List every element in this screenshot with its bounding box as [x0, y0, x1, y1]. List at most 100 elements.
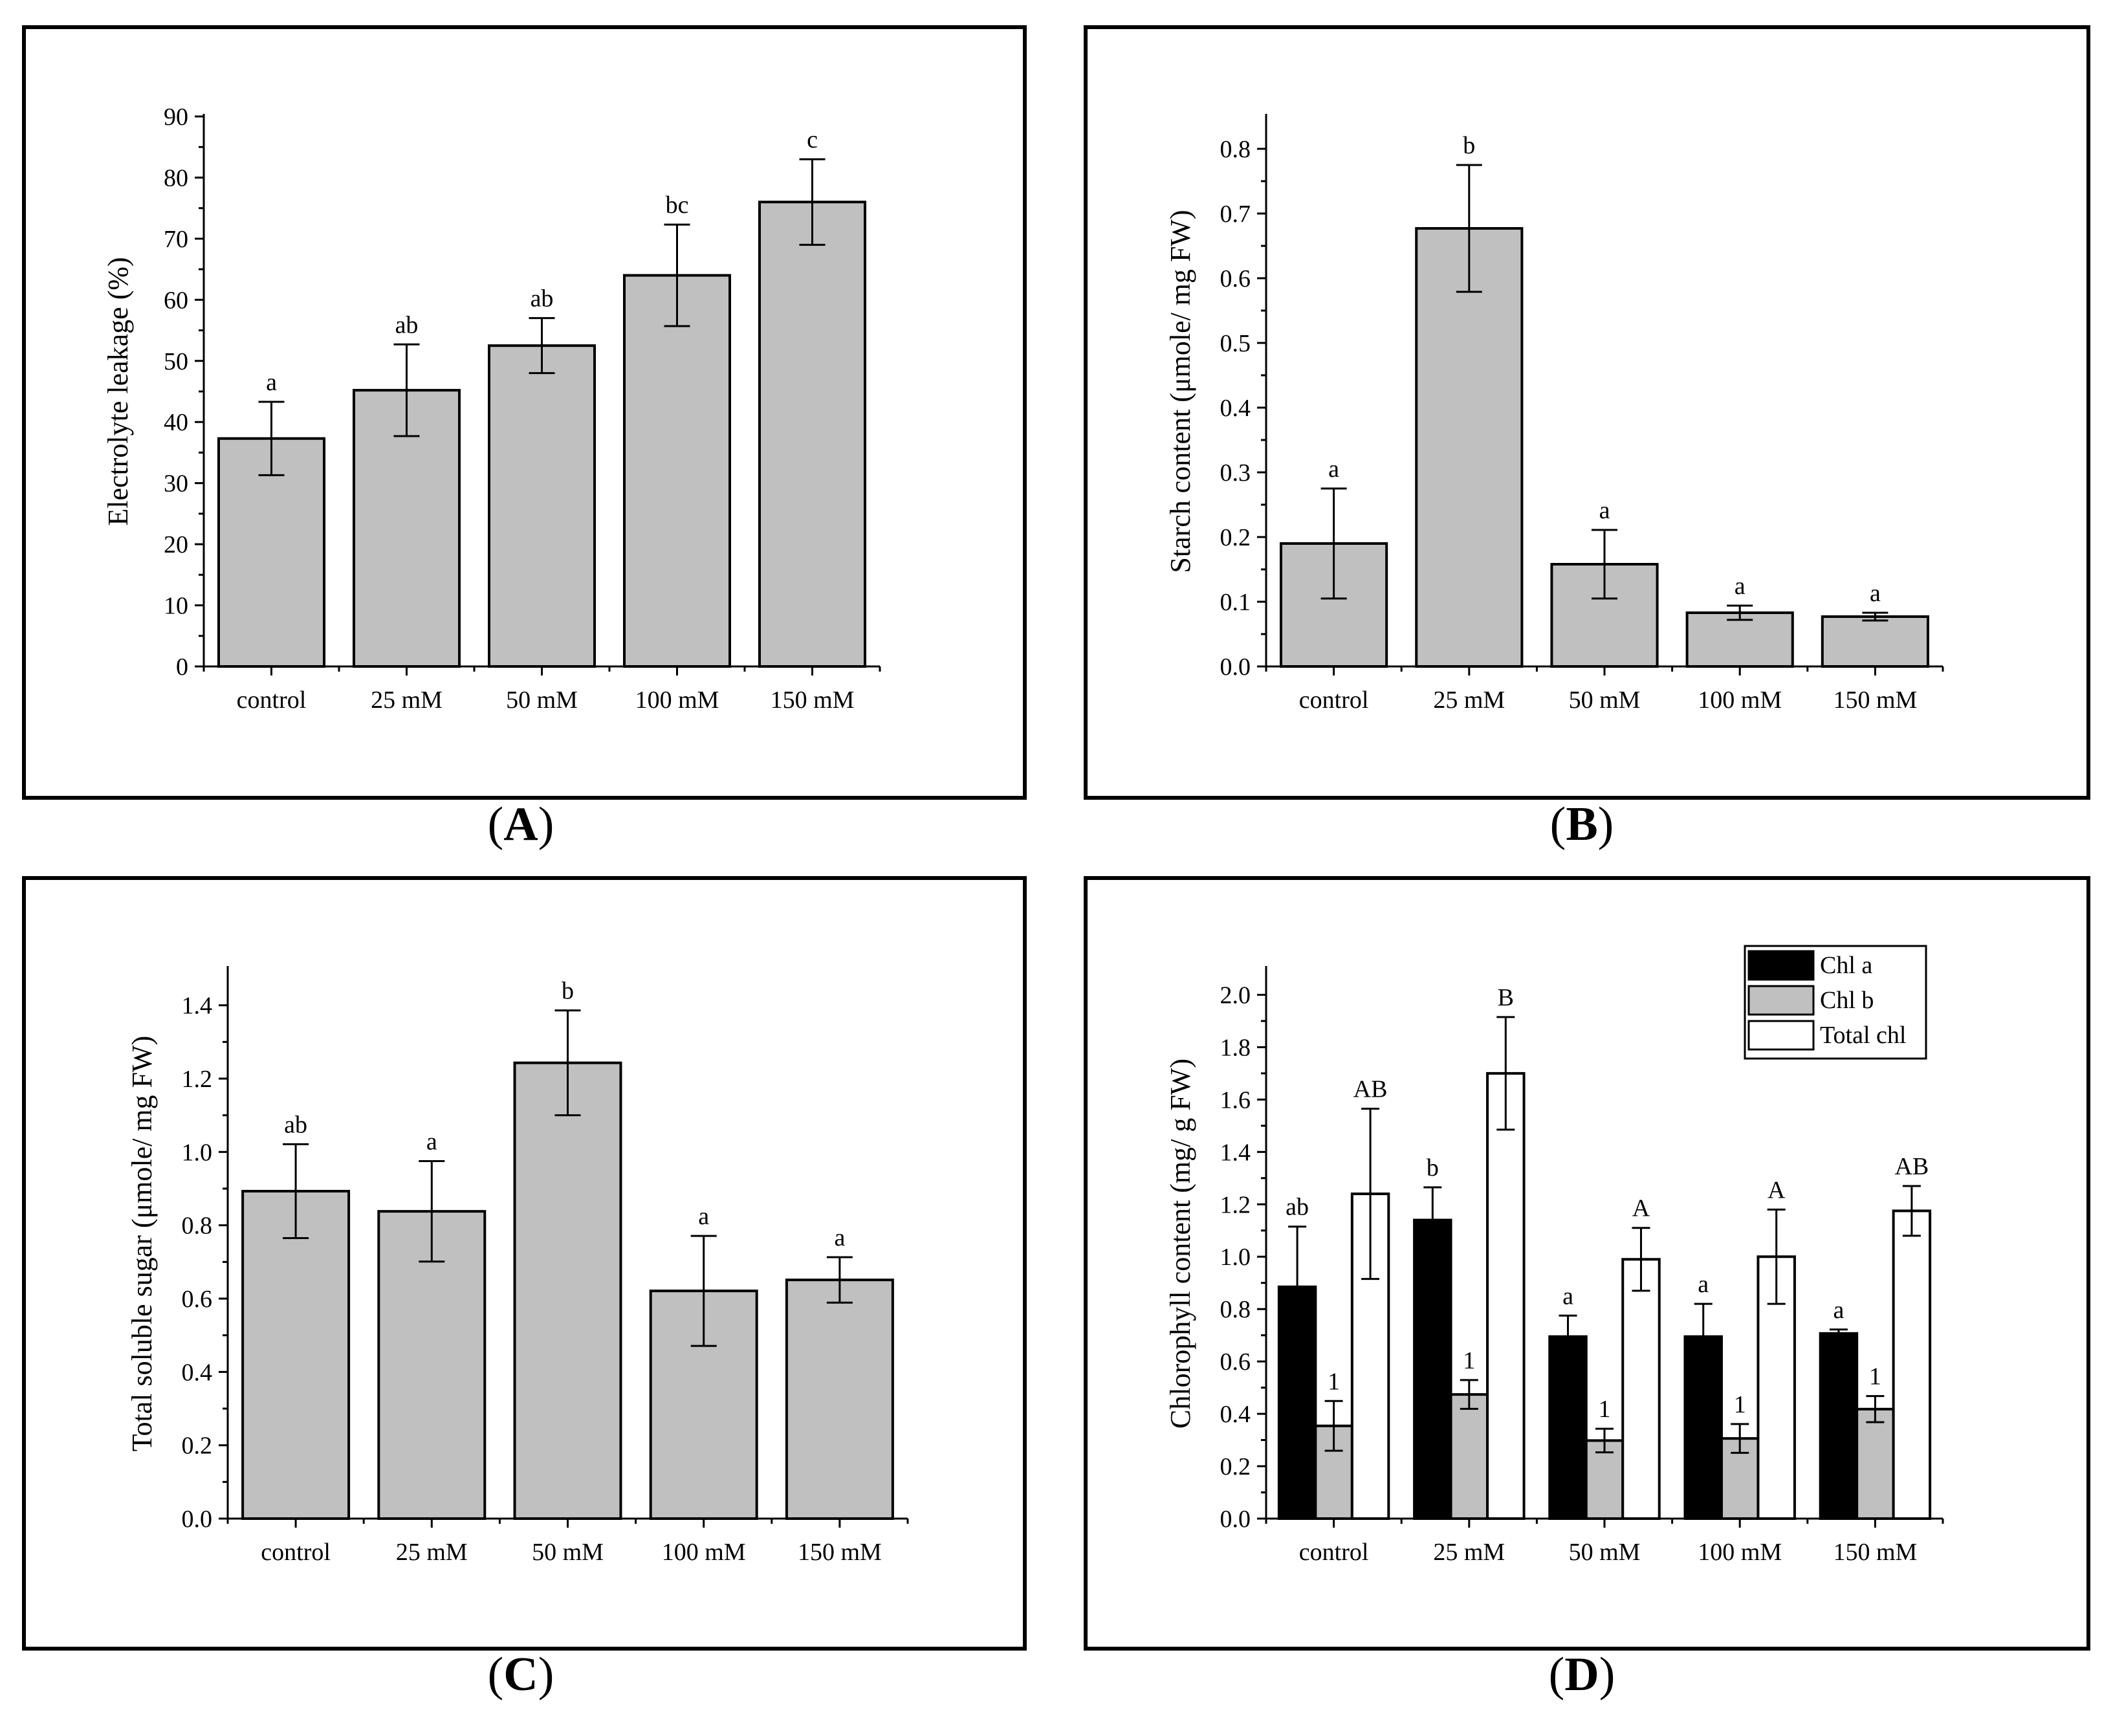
- panels: (A) 0 10 20 30 40 50 60 70 80 90 Electrolyte leakag…: [22, 25, 2090, 1701]
- y-tick-label: 70: [164, 226, 188, 253]
- bar-starch-content: [1415, 227, 1524, 668]
- bar-starch-content: [1685, 611, 1794, 668]
- x-tick-label: 150 mM: [1833, 1539, 1917, 1566]
- panel-b: (B) 0.0 0.1 0.2 0.3 0.4 0.5 0.6 0.7 0.8 Starch con…: [1084, 25, 2090, 851]
- y-tick-label: 80: [164, 164, 188, 192]
- x-tick-label: 50 mM: [1569, 687, 1641, 714]
- y-tick-label: 2.0: [1220, 982, 1251, 1009]
- significance-letter: a: [1870, 580, 1881, 607]
- significance-letter: a: [1735, 573, 1746, 600]
- y-tick-label: 0.1: [1220, 589, 1251, 616]
- legend-swatch: [1747, 985, 1815, 1016]
- y-tick-label: 0.6: [1220, 265, 1251, 292]
- y-tick-label: 0.8: [182, 1213, 213, 1240]
- bar-starch-content: [1821, 615, 1929, 668]
- bar-chl-b: [1449, 1393, 1489, 1520]
- bar-total-chl: [1892, 1209, 1932, 1521]
- legend-label: Chl b: [1820, 987, 1874, 1014]
- y-tick-label: 0.2: [1220, 524, 1251, 551]
- panel-frame: [22, 876, 1027, 1651]
- bar-chl-a: [1413, 1218, 1452, 1520]
- panel-frame: [1084, 25, 2090, 800]
- bar-chl-b: [1856, 1407, 1895, 1521]
- y-tick-label: 1.4: [182, 993, 213, 1020]
- significance-letter: B: [1498, 984, 1514, 1011]
- y-tick-label: 0.0: [1220, 654, 1251, 681]
- x-tick-label: 25 mM: [1433, 687, 1505, 714]
- y-tick-label: 60: [164, 287, 188, 314]
- x-tick-label: 50 mM: [532, 1539, 604, 1566]
- significance-letter: c: [807, 126, 818, 153]
- legend-label: Chl a: [1820, 952, 1872, 979]
- y-tick-label: 0.0: [1220, 1506, 1251, 1533]
- y-tick-label: 1.2: [1220, 1191, 1251, 1218]
- panel-label: (B): [1550, 798, 1614, 851]
- y-tick-label: 0.6: [1220, 1348, 1251, 1376]
- y-tick-label: 90: [164, 104, 188, 131]
- x-tick-label: 100 mM: [635, 687, 719, 714]
- significance-letter: AB: [1353, 1076, 1388, 1103]
- panel-c: (C) 0.0 0.2 0.4 0.6 0.8 1.0 1.2 1.4 Total soluble…: [22, 876, 1027, 1701]
- y-tick-label: 1.4: [1220, 1139, 1251, 1166]
- bar-electrolyte-leakage: [622, 274, 732, 668]
- significance-letter: A: [1632, 1195, 1650, 1222]
- significance-letter: bc: [666, 192, 689, 219]
- x-tick-label: control: [1299, 687, 1369, 714]
- x-tick-label: 150 mM: [1833, 687, 1917, 714]
- significance-letter: a: [698, 1203, 709, 1230]
- x-tick-label: 100 mM: [662, 1539, 746, 1566]
- x-tick-label: 25 mM: [396, 1539, 468, 1566]
- y-tick-label: 40: [164, 409, 188, 436]
- legend-swatch: [1747, 1020, 1815, 1051]
- significance-letter: a: [1562, 1282, 1573, 1310]
- y-tick-label: 0: [176, 654, 188, 681]
- y-tick-label: 0.4: [1220, 1401, 1251, 1428]
- significance-letter: b: [1463, 132, 1475, 159]
- x-tick-label: 25 mM: [371, 687, 443, 714]
- x-tick-label: 150 mM: [798, 1539, 882, 1566]
- bar-chl-a: [1548, 1335, 1588, 1520]
- y-axis-title: Starch content (μmole/ mg FW): [1165, 210, 1196, 573]
- y-tick-label: 20: [164, 531, 188, 558]
- y-axis-title: Electrolyte leakage (%): [102, 257, 134, 525]
- significance-letter: a: [1698, 1271, 1709, 1298]
- significance-letter: 1: [1463, 1347, 1475, 1374]
- significance-letter: ab: [395, 311, 419, 338]
- significance-letter: ab: [1286, 1194, 1309, 1221]
- x-tick-label: 100 mM: [1698, 1539, 1782, 1566]
- panel-label: (A): [488, 798, 554, 851]
- bar-total-soluble-sugar: [513, 1061, 622, 1520]
- y-tick-label: 0.7: [1220, 201, 1251, 228]
- panel-label-letter: B: [1566, 798, 1597, 851]
- bar-total-soluble-sugar: [241, 1189, 351, 1520]
- y-tick-label: 1.8: [1220, 1034, 1251, 1061]
- y-axis-title: Total soluble sugar (μmole/ mg FW): [126, 1036, 158, 1452]
- significance-letter: AB: [1894, 1153, 1929, 1180]
- x-tick-label: 50 mM: [506, 687, 578, 714]
- bar-total-chl: [1486, 1071, 1526, 1520]
- bar-electrolyte-leakage: [217, 437, 326, 668]
- y-tick-label: 50: [164, 348, 188, 375]
- bar-total-chl: [1621, 1258, 1661, 1521]
- significance-letter: a: [426, 1128, 437, 1156]
- significance-letter: a: [1833, 1297, 1844, 1324]
- significance-letter: a: [1328, 456, 1339, 483]
- significance-letter: b: [562, 978, 574, 1005]
- panel-label-letter: A: [503, 798, 538, 851]
- bar-total-soluble-sugar: [377, 1210, 487, 1520]
- x-tick-label: 50 mM: [1569, 1539, 1641, 1566]
- x-tick-label: control: [237, 687, 307, 714]
- y-tick-label: 0.0: [182, 1506, 213, 1533]
- y-tick-label: 10: [164, 593, 188, 620]
- significance-letter: ab: [284, 1111, 307, 1138]
- panel-frame: [1084, 876, 2090, 1651]
- y-tick-label: 0.3: [1220, 459, 1251, 487]
- panel-label-letter: D: [1564, 1648, 1599, 1701]
- panel-a: (A) 0 10 20 30 40 50 60 70 80 90 Electrolyte leakag…: [22, 25, 1027, 851]
- x-tick-label: 150 mM: [771, 687, 855, 714]
- y-tick-label: 30: [164, 470, 188, 498]
- significance-letter: 1: [1328, 1368, 1340, 1395]
- significance-letter: 1: [1869, 1363, 1881, 1390]
- y-tick-label: 1.0: [182, 1139, 213, 1166]
